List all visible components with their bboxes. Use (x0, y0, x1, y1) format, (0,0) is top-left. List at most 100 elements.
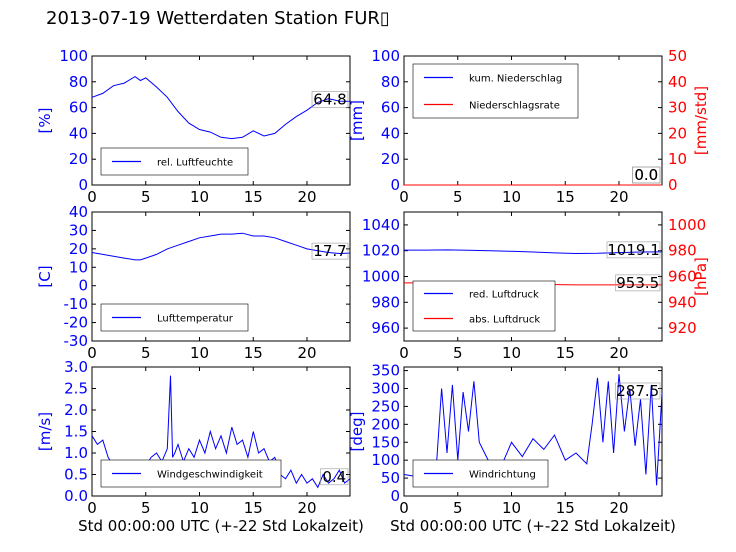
precipitation-value-label: 0.0 (634, 166, 658, 184)
precipitation-value-box (632, 166, 661, 184)
winddirection-xtick-label: 20 (609, 499, 628, 517)
windspeed-xtick-label: 15 (244, 499, 263, 517)
precipitation-y2tick-label: 30 (668, 99, 687, 117)
pressure-y2tick-label: 920 (668, 319, 697, 337)
winddirection-ylabel: [deg] (348, 412, 366, 452)
temperature-ytick-label: 20 (69, 240, 88, 258)
temperature-ytick-label: 40 (69, 203, 88, 221)
pressure-value-box (606, 241, 661, 259)
precipitation-xtick-label: 0 (399, 188, 409, 206)
precipitation-xtick-label: 5 (453, 188, 463, 206)
pressure-y2label: [hPa] (692, 257, 710, 296)
windspeed-ytick-label: 0.0 (64, 487, 88, 505)
windspeed-ytick-label: 2.0 (64, 401, 88, 419)
temperature-xtick-label: 10 (190, 344, 209, 362)
winddirection-legend-label: Windrichtung (469, 470, 536, 481)
precipitation-y2tick-label: 40 (668, 73, 687, 91)
winddirection-ytick-label: 200 (371, 415, 400, 433)
pressure-value-box (615, 274, 661, 292)
temperature-ytick-label: 0 (78, 277, 88, 295)
windspeed-xlabel: Std 00:00:00 UTC (+-22 Std Lokalzeit) (78, 517, 364, 535)
pressure-ytick-label: 980 (371, 293, 400, 311)
winddirection-ytick-label: 150 (371, 433, 400, 451)
temperature-value-label: 17.7 (313, 242, 346, 260)
precipitation-xtick-label: 10 (502, 188, 521, 206)
humidity-ylabel: [%] (36, 108, 54, 134)
windspeed-ytick-label: 0.5 (64, 466, 88, 484)
pressure-y2tick-label: 960 (668, 268, 697, 286)
precipitation-ytick-label: 80 (381, 73, 400, 91)
precipitation-ytick-label: 100 (371, 47, 400, 65)
precipitation-xtick-label: 15 (556, 188, 575, 206)
winddirection-ytick-label: 250 (371, 397, 400, 415)
windspeed-xtick-label: 5 (141, 499, 151, 517)
pressure-legend-box (412, 280, 556, 332)
winddirection-value-box (615, 382, 661, 400)
precipitation-legend-label: kum. Niederschlag (469, 74, 562, 85)
temperature-ytick-label: 10 (69, 258, 88, 276)
windspeed-ytick-label: 1.5 (64, 423, 88, 441)
temperature-xtick-label: 5 (141, 344, 151, 362)
pressure-xtick-label: 20 (609, 344, 628, 362)
pressure-ytick-label: 1020 (362, 242, 400, 260)
precipitation-xtick-label: 20 (609, 188, 628, 206)
temperature-ytick-label: -10 (64, 295, 89, 313)
humidity-value-box (311, 91, 349, 108)
humidity-xtick-label: 15 (244, 188, 263, 206)
pressure-y2tick-label: 940 (668, 293, 697, 311)
temperature-xtick-label: 15 (244, 344, 263, 362)
temperature-series-1-line (91, 232, 351, 261)
precipitation-y2label: [mm/std] (692, 86, 710, 155)
precipitation-y2tick-label: 50 (668, 47, 687, 65)
winddirection-xtick-label: 15 (556, 499, 575, 517)
humidity-xtick-label: 10 (190, 188, 209, 206)
windspeed-legend-label: Windgeschwindigkeit (157, 470, 263, 481)
windspeed-xtick-label: 10 (190, 499, 209, 517)
pressure-y2tick-label: 980 (668, 242, 697, 260)
temperature-legend-label: Lufttemperatur (157, 314, 234, 325)
winddirection-xlabel: Std 00:00:00 UTC (+-22 Std Lokalzeit) (390, 517, 676, 535)
pressure-value-label: 953.5 (616, 274, 659, 292)
precipitation-value-label: 0.0 (634, 166, 658, 184)
precipitation-legend-label: Niederschlagsrate (469, 101, 560, 112)
precipitation-ytick-label: 20 (381, 150, 400, 168)
temperature-ytick-label: -20 (64, 314, 89, 332)
precipitation-ytick-label: 60 (381, 99, 400, 117)
winddirection-xtick-label: 10 (502, 499, 521, 517)
temperature-value-box (311, 242, 349, 260)
temperature-xtick-label: 20 (297, 344, 316, 362)
winddirection-xtick-label: 0 (399, 499, 409, 517)
temperature-ytick-label: -30 (64, 332, 89, 350)
precipitation-legend-box (412, 63, 579, 119)
windspeed-ytick-label: 2.5 (64, 380, 88, 398)
humidity-ytick-label: 100 (59, 47, 88, 65)
precipitation-y2tick-label: 10 (668, 150, 687, 168)
precipitation-ylabel: [mm] (348, 100, 366, 141)
pressure-legend-label: abs. Luftdruck (469, 315, 540, 326)
precipitation-ytick-label: 40 (381, 124, 400, 142)
winddirection-ytick-label: 0 (390, 487, 400, 505)
winddirection-xtick-label: 5 (453, 499, 463, 517)
humidity-ytick-label: 60 (69, 99, 88, 117)
pressure-ytick-label: 1040 (362, 216, 400, 234)
precipitation-y2tick-label: 20 (668, 124, 687, 142)
pressure-xtick-label: 10 (502, 344, 521, 362)
humidity-xtick-label: 5 (141, 188, 151, 206)
pressure-ytick-label: 960 (371, 319, 400, 337)
windspeed-ytick-label: 1.0 (64, 444, 88, 462)
pressure-series-1-line (404, 249, 663, 255)
humidity-ytick-label: 0 (78, 176, 88, 194)
temperature-xtick-label: 0 (87, 344, 97, 362)
winddirection-ytick-label: 100 (371, 451, 400, 469)
winddirection-ytick-label: 350 (371, 362, 400, 380)
humidity-ytick-label: 20 (69, 150, 88, 168)
temperature-ytick-label: 30 (69, 221, 88, 239)
pressure-legend-label: red. Luftdruck (469, 290, 539, 301)
precipitation-y2tick-label: 0 (668, 176, 678, 194)
pressure-xtick-label: 15 (556, 344, 575, 362)
humidity-legend-label: rel. Luftfeuchte (157, 158, 233, 169)
winddirection-series-1-line (403, 374, 663, 486)
humidity-xtick-label: 20 (297, 188, 316, 206)
humidity-ytick-label: 80 (69, 73, 88, 91)
